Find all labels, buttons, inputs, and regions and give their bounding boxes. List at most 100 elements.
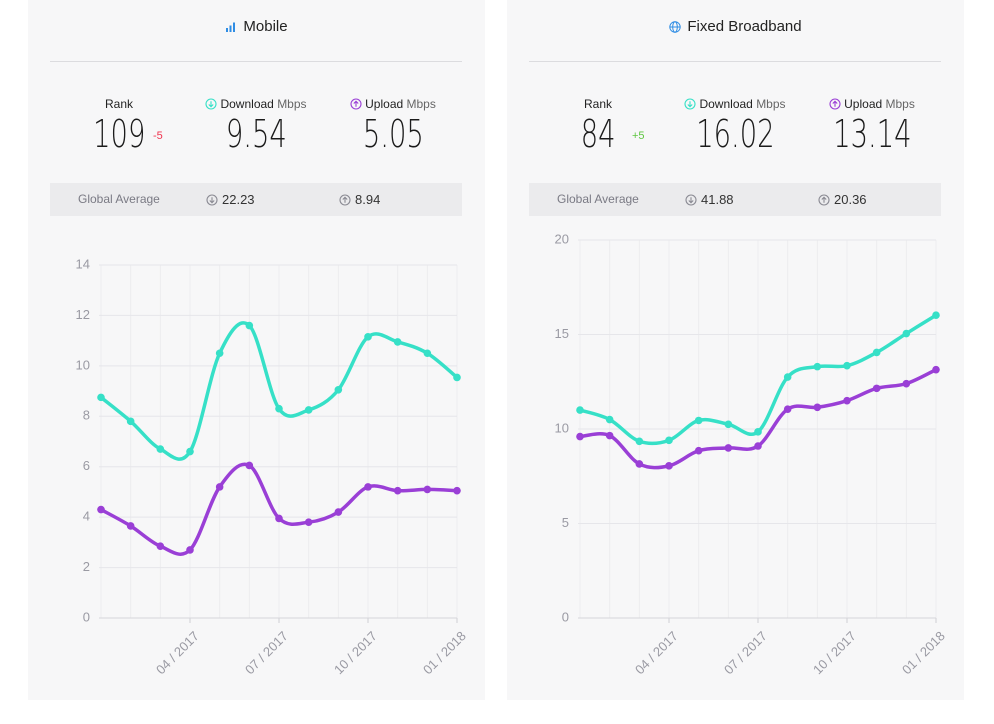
chart: 04 / 2017 07 / 2017 10 / 2017 01 / 2018 0 5 10… bbox=[555, 231, 948, 677]
rank-change: +5 bbox=[632, 130, 645, 142]
up-icon bbox=[818, 194, 830, 206]
data-point bbox=[843, 396, 851, 405]
up-icon bbox=[350, 98, 362, 110]
data-point bbox=[423, 349, 432, 358]
y-tick-label: 14 bbox=[76, 256, 90, 271]
x-tick-label: 07 / 2017 bbox=[242, 628, 291, 677]
y-tick-label: 2 bbox=[83, 559, 90, 574]
download-stat: Download Mbps 16.02 bbox=[665, 96, 805, 156]
y-tick-label: 4 bbox=[83, 509, 90, 524]
data-point bbox=[902, 379, 911, 388]
data-point bbox=[843, 361, 851, 370]
icon-bar bbox=[233, 22, 236, 32]
upload-label-text: Upload bbox=[365, 97, 404, 111]
x-tick-label: 01 / 2018 bbox=[420, 628, 469, 677]
data-point bbox=[156, 445, 165, 453]
icon-part bbox=[208, 101, 215, 108]
data-point bbox=[97, 393, 105, 402]
down-icon bbox=[206, 194, 218, 206]
data-point bbox=[364, 333, 372, 341]
unit: Mbps bbox=[756, 97, 786, 111]
up-icon bbox=[829, 98, 841, 110]
rank-value: 84 bbox=[580, 112, 616, 156]
data-point bbox=[754, 428, 762, 436]
data-point bbox=[97, 505, 105, 514]
icon-part bbox=[353, 100, 359, 107]
data-point bbox=[635, 460, 644, 468]
y-tick-label: 5 bbox=[562, 515, 569, 530]
download-value: 16.02 bbox=[695, 112, 775, 156]
data-point bbox=[186, 546, 194, 554]
unit: Mbps bbox=[885, 97, 915, 111]
data-point bbox=[576, 406, 584, 414]
panel-title-text: Fixed Broadband bbox=[687, 18, 802, 35]
upload-label: Upload Mbps bbox=[323, 96, 463, 112]
global-label: Global Average bbox=[557, 192, 639, 206]
data-point bbox=[783, 405, 792, 413]
divider bbox=[529, 61, 941, 62]
data-point bbox=[635, 437, 644, 446]
y-tick-label: 12 bbox=[76, 307, 90, 322]
y-tick-label: 0 bbox=[562, 609, 569, 624]
up-icon bbox=[339, 194, 351, 206]
data-point bbox=[665, 436, 673, 445]
icon-part bbox=[688, 197, 694, 204]
data-point bbox=[275, 404, 283, 413]
icon-part bbox=[821, 196, 827, 203]
download-stat: Download Mbps 9.54 bbox=[186, 96, 326, 156]
icon-part bbox=[829, 98, 841, 110]
icon-part bbox=[685, 194, 697, 206]
panel-title: Fixed Broadband bbox=[507, 18, 964, 35]
data-point bbox=[215, 349, 224, 358]
data-point bbox=[423, 485, 432, 494]
data-point bbox=[215, 483, 224, 491]
data-point bbox=[932, 365, 940, 374]
global-average-bar: Global Average 41.88 20.36 bbox=[529, 183, 941, 216]
icon-part bbox=[818, 194, 830, 206]
data-point bbox=[724, 444, 733, 452]
data-point bbox=[813, 362, 822, 371]
data-point bbox=[126, 417, 135, 426]
data-point bbox=[334, 386, 343, 394]
globe-icon bbox=[669, 21, 682, 33]
icon-part bbox=[684, 98, 697, 110]
y-tick-label: 10 bbox=[76, 357, 90, 372]
x-tick-label: 10 / 2017 bbox=[331, 628, 380, 677]
chart: 04 / 2017 07 / 2017 10 / 2017 01 / 2018 0 2 4 6… bbox=[76, 256, 469, 677]
data-point bbox=[902, 329, 911, 338]
panel: Fixed Broadband Rank 84 +5 Download Mbps 16.0… bbox=[507, 0, 964, 700]
unit: Mbps bbox=[277, 97, 307, 111]
download-label-text: Download bbox=[699, 97, 753, 111]
data-point bbox=[275, 514, 283, 523]
down-icon bbox=[684, 98, 697, 110]
panel-title-text: Mobile bbox=[243, 18, 288, 35]
data-point bbox=[932, 311, 940, 320]
global-upload: 8.94 bbox=[355, 192, 381, 207]
icon-part bbox=[339, 194, 351, 206]
x-tick-label: 04 / 2017 bbox=[632, 628, 681, 677]
x-tick-label: 07 / 2017 bbox=[721, 628, 770, 677]
download-label: Download Mbps bbox=[665, 96, 805, 112]
data-point bbox=[783, 373, 792, 381]
y-tick-label: 20 bbox=[555, 231, 569, 246]
data-point bbox=[872, 348, 881, 357]
icon-bar bbox=[229, 25, 232, 32]
global-download: 22.23 bbox=[222, 192, 255, 207]
y-tick-label: 8 bbox=[83, 408, 90, 423]
data-point bbox=[754, 442, 762, 450]
download-label: Download Mbps bbox=[186, 96, 326, 112]
rank-label: Rank bbox=[104, 97, 133, 111]
icon-part bbox=[832, 100, 838, 107]
rank-stat: Rank 109 bbox=[49, 96, 189, 156]
unit: Mbps bbox=[406, 97, 436, 111]
down-icon bbox=[205, 98, 218, 110]
icon-part bbox=[206, 194, 218, 206]
y-tick-label: 10 bbox=[555, 420, 569, 435]
data-point bbox=[872, 384, 881, 393]
data-point bbox=[665, 462, 673, 470]
download-value: 9.54 bbox=[225, 112, 287, 156]
global-download: 41.88 bbox=[701, 192, 734, 207]
y-tick-label: 15 bbox=[555, 326, 569, 341]
data-point bbox=[605, 431, 614, 440]
x-tick-label: 10 / 2017 bbox=[810, 628, 859, 677]
